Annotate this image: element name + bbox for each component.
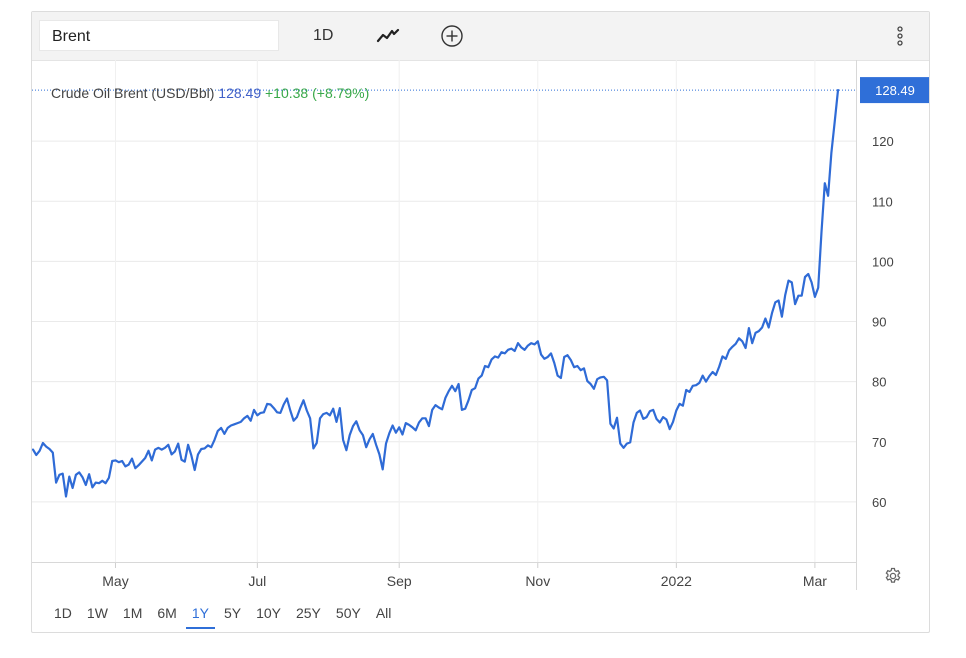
- line-chart-icon: [376, 28, 400, 43]
- chart-labels: 60 70 80 90 100 110 120 May Jul Sep Nov 2022 Mar 128.…: [102, 77, 929, 589]
- legend-symbol-name: Crude Oil Brent (USD/Bbl): [51, 85, 215, 101]
- y-tick-label: 70: [872, 435, 886, 450]
- plus-circle-icon: [441, 25, 463, 47]
- chart-legend: Crude Oil Brent (USD/Bbl) 128.49 +10.38 …: [51, 85, 369, 101]
- x-tick-label: Sep: [387, 573, 412, 589]
- x-tick-label: Jul: [248, 573, 266, 589]
- interval-button[interactable]: 1D: [313, 27, 334, 44]
- range-all[interactable]: All: [375, 605, 392, 621]
- x-tick-label: May: [102, 573, 128, 589]
- x-tick-label: Nov: [525, 573, 550, 589]
- y-tick-label: 60: [872, 495, 886, 510]
- chart-widget: Brent 1D 60 70 80 90 100 110 120 May Jul Sep: [31, 11, 930, 633]
- symbol-search-input[interactable]: Brent: [39, 20, 279, 51]
- time-range-selector: 1D 1W 1M 6M 1Y 5Y 10Y 25Y 50Y All: [52, 602, 404, 630]
- range-6m[interactable]: 6M: [157, 605, 177, 621]
- range-1d[interactable]: 1D: [54, 605, 72, 621]
- price-chart[interactable]: 60 70 80 90 100 110 120 May Jul Sep Nov 2022 Mar 128.…: [32, 60, 929, 600]
- legend-change: +10.38 (+8.79%): [265, 85, 370, 101]
- x-tick-label: 2022: [661, 573, 692, 589]
- x-tick-label: Mar: [803, 573, 827, 589]
- series-line-brent: [32, 89, 840, 498]
- settings-gear-icon[interactable]: [883, 566, 903, 586]
- price-series: [32, 89, 840, 498]
- chart-axes: [32, 60, 857, 590]
- chart-type-button[interactable]: [376, 24, 400, 48]
- range-5y[interactable]: 5Y: [223, 605, 242, 621]
- y-tick-label: 80: [872, 375, 886, 390]
- more-vertical-icon: [897, 26, 903, 46]
- y-tick-label: 100: [872, 254, 894, 269]
- range-1w[interactable]: 1W: [86, 605, 108, 621]
- y-tick-label: 90: [872, 315, 886, 330]
- range-50y[interactable]: 50Y: [335, 605, 361, 621]
- more-options-button[interactable]: [890, 24, 910, 48]
- y-tick-label: 120: [872, 134, 894, 149]
- range-25y[interactable]: 25Y: [295, 605, 321, 621]
- y-tick-label: 110: [872, 194, 893, 209]
- range-1y[interactable]: 1Y: [185, 602, 215, 629]
- range-1m[interactable]: 1M: [122, 605, 143, 621]
- last-price-badge: [860, 77, 929, 104]
- last-price-label: 128.49: [875, 83, 915, 98]
- chart-toolbar: Brent 1D: [32, 12, 929, 61]
- range-10y[interactable]: 10Y: [256, 605, 281, 621]
- add-comparison-button[interactable]: [440, 24, 464, 48]
- legend-last-value: 128.49: [218, 85, 262, 101]
- chart-grid: [32, 60, 856, 562]
